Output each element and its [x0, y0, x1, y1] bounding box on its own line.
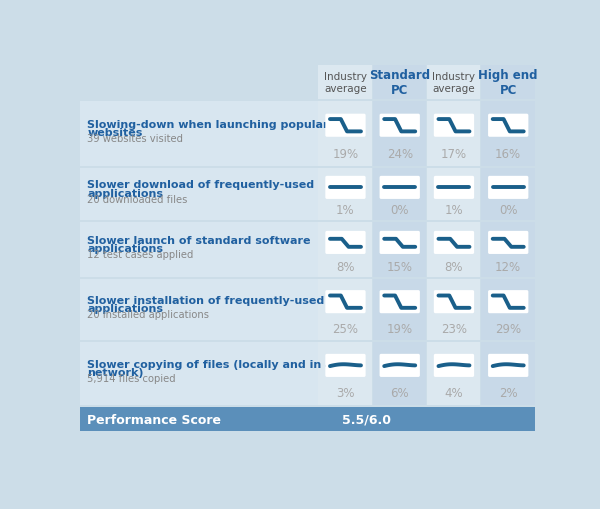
FancyBboxPatch shape [481, 343, 535, 405]
FancyBboxPatch shape [488, 177, 529, 200]
FancyBboxPatch shape [427, 102, 481, 167]
FancyBboxPatch shape [325, 115, 365, 137]
Text: Slower download of frequently-used: Slower download of frequently-used [88, 180, 314, 190]
Text: 29%: 29% [495, 322, 521, 335]
FancyBboxPatch shape [427, 222, 481, 278]
Text: 0%: 0% [499, 204, 517, 217]
FancyBboxPatch shape [373, 168, 426, 221]
FancyBboxPatch shape [434, 177, 474, 200]
Text: Slower copying of files (locally and in a: Slower copying of files (locally and in … [88, 359, 333, 369]
FancyBboxPatch shape [325, 354, 365, 377]
FancyBboxPatch shape [80, 407, 535, 432]
Text: Slower launch of standard software: Slower launch of standard software [88, 235, 311, 245]
FancyBboxPatch shape [481, 222, 535, 278]
Text: applications: applications [88, 303, 163, 314]
FancyBboxPatch shape [325, 232, 365, 254]
FancyBboxPatch shape [434, 354, 474, 377]
FancyBboxPatch shape [427, 66, 481, 100]
FancyBboxPatch shape [80, 343, 317, 405]
FancyBboxPatch shape [373, 222, 426, 278]
FancyBboxPatch shape [481, 168, 535, 221]
FancyBboxPatch shape [319, 222, 372, 278]
FancyBboxPatch shape [373, 102, 426, 167]
FancyBboxPatch shape [427, 279, 481, 341]
FancyBboxPatch shape [80, 66, 317, 100]
Text: 1%: 1% [445, 204, 463, 217]
Text: 5,914 files copied: 5,914 files copied [88, 374, 176, 383]
FancyBboxPatch shape [380, 291, 420, 314]
Text: 23%: 23% [441, 322, 467, 335]
FancyBboxPatch shape [434, 232, 474, 254]
FancyBboxPatch shape [380, 177, 420, 200]
Text: 20 downloaded files: 20 downloaded files [88, 194, 188, 205]
FancyBboxPatch shape [380, 115, 420, 137]
FancyBboxPatch shape [319, 343, 372, 405]
FancyBboxPatch shape [434, 115, 474, 137]
Text: 0%: 0% [391, 204, 409, 217]
FancyBboxPatch shape [488, 354, 529, 377]
Text: 24%: 24% [386, 148, 413, 160]
Text: 1%: 1% [336, 204, 355, 217]
Text: High end
PC: High end PC [478, 69, 538, 97]
Text: Slowing-down when launching popular: Slowing-down when launching popular [88, 120, 329, 129]
Text: 3%: 3% [336, 386, 355, 399]
FancyBboxPatch shape [319, 102, 372, 167]
Text: 39 websites visited: 39 websites visited [88, 134, 184, 144]
FancyBboxPatch shape [481, 279, 535, 341]
FancyBboxPatch shape [80, 102, 317, 167]
Text: 20 installed applications: 20 installed applications [88, 309, 209, 320]
Text: Slower installation of frequently-used: Slower installation of frequently-used [88, 295, 325, 305]
FancyBboxPatch shape [80, 168, 317, 221]
Text: Industry
average: Industry average [433, 72, 475, 94]
Text: Performance Score: Performance Score [88, 413, 221, 426]
Text: 8%: 8% [336, 260, 355, 273]
FancyBboxPatch shape [325, 177, 365, 200]
Text: 2%: 2% [499, 386, 518, 399]
FancyBboxPatch shape [319, 279, 372, 341]
FancyBboxPatch shape [488, 232, 529, 254]
Text: 6%: 6% [391, 386, 409, 399]
Text: network): network) [88, 367, 144, 377]
Text: 4%: 4% [445, 386, 463, 399]
FancyBboxPatch shape [380, 354, 420, 377]
FancyBboxPatch shape [481, 102, 535, 167]
FancyBboxPatch shape [488, 291, 529, 314]
Text: 25%: 25% [332, 322, 358, 335]
FancyBboxPatch shape [427, 343, 481, 405]
Text: 12%: 12% [495, 260, 521, 273]
Text: applications: applications [88, 244, 163, 253]
Text: applications: applications [88, 188, 163, 198]
Text: 19%: 19% [386, 322, 413, 335]
FancyBboxPatch shape [319, 66, 372, 100]
FancyBboxPatch shape [373, 279, 426, 341]
Text: 8%: 8% [445, 260, 463, 273]
Text: 5.5/6.0: 5.5/6.0 [341, 413, 391, 426]
Text: 17%: 17% [441, 148, 467, 160]
Text: Industry
average: Industry average [324, 72, 367, 94]
FancyBboxPatch shape [373, 343, 426, 405]
Text: 15%: 15% [387, 260, 413, 273]
Text: Standard
PC: Standard PC [369, 69, 430, 97]
FancyBboxPatch shape [434, 291, 474, 314]
Text: 12 test cases applied: 12 test cases applied [88, 250, 194, 260]
Text: websites: websites [88, 128, 143, 138]
FancyBboxPatch shape [80, 279, 317, 341]
FancyBboxPatch shape [325, 291, 365, 314]
Text: 19%: 19% [332, 148, 359, 160]
FancyBboxPatch shape [481, 66, 535, 100]
FancyBboxPatch shape [380, 232, 420, 254]
FancyBboxPatch shape [488, 115, 529, 137]
Text: 16%: 16% [495, 148, 521, 160]
FancyBboxPatch shape [427, 168, 481, 221]
FancyBboxPatch shape [319, 168, 372, 221]
FancyBboxPatch shape [80, 222, 317, 278]
FancyBboxPatch shape [373, 66, 426, 100]
